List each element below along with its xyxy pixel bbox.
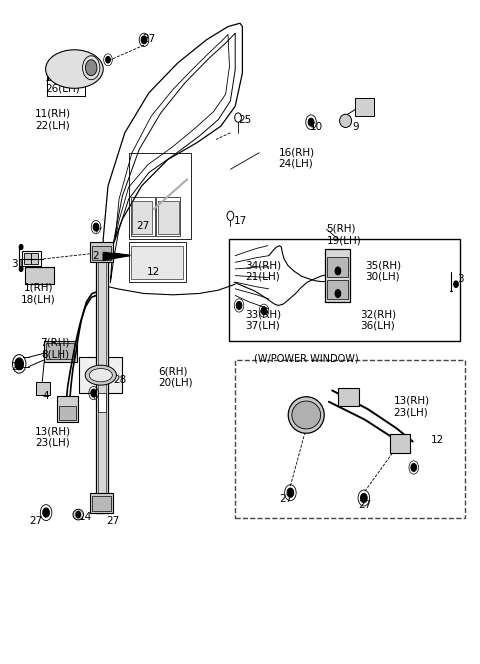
Bar xyxy=(129,242,186,282)
Circle shape xyxy=(335,290,341,297)
Bar xyxy=(92,246,111,260)
Bar xyxy=(131,197,155,236)
Bar xyxy=(47,63,86,74)
Text: 25: 25 xyxy=(238,114,252,125)
Bar xyxy=(325,249,350,302)
Text: 32(RH)
36(LH): 32(RH) 36(LH) xyxy=(360,309,396,331)
Text: 11(RH)
22(LH): 11(RH) 22(LH) xyxy=(35,109,71,130)
Bar xyxy=(57,396,78,422)
Bar xyxy=(44,341,77,362)
Bar xyxy=(158,201,179,234)
Bar xyxy=(327,257,348,277)
Circle shape xyxy=(91,389,96,397)
Text: (W/POWER WINDOW): (W/POWER WINDOW) xyxy=(254,353,359,364)
Circle shape xyxy=(360,493,367,503)
Bar xyxy=(355,98,374,116)
Circle shape xyxy=(93,223,99,231)
Bar xyxy=(31,253,38,264)
Bar xyxy=(60,343,74,359)
Text: 3: 3 xyxy=(457,274,464,284)
Bar xyxy=(22,251,41,266)
Bar xyxy=(25,267,54,284)
Text: 27: 27 xyxy=(142,33,156,44)
Ellipse shape xyxy=(85,365,117,385)
Text: 33(RH)
37(LH): 33(RH) 37(LH) xyxy=(245,309,281,331)
Ellipse shape xyxy=(89,369,112,382)
Text: 13(RH)
23(LH): 13(RH) 23(LH) xyxy=(394,396,430,417)
Bar xyxy=(98,253,106,510)
Circle shape xyxy=(19,244,23,250)
Circle shape xyxy=(43,508,49,517)
Text: 2: 2 xyxy=(93,250,99,261)
Circle shape xyxy=(76,511,81,518)
Ellipse shape xyxy=(288,396,324,433)
Ellipse shape xyxy=(46,50,103,88)
Circle shape xyxy=(85,60,97,76)
Bar xyxy=(131,246,183,279)
Bar xyxy=(96,250,108,513)
Bar xyxy=(90,493,113,513)
Text: 27: 27 xyxy=(106,516,120,527)
Bar xyxy=(79,357,122,393)
Text: 16(RH)
24(LH): 16(RH) 24(LH) xyxy=(278,147,314,169)
Bar xyxy=(46,343,60,359)
Text: 1(RH)
18(LH): 1(RH) 18(LH) xyxy=(21,283,56,304)
Bar xyxy=(390,434,410,453)
Circle shape xyxy=(261,307,267,315)
Bar xyxy=(132,201,152,234)
Circle shape xyxy=(141,36,147,44)
Circle shape xyxy=(335,267,341,275)
Circle shape xyxy=(236,301,242,309)
Bar xyxy=(98,393,106,412)
Circle shape xyxy=(15,358,24,370)
Circle shape xyxy=(106,56,110,63)
Polygon shape xyxy=(103,252,130,260)
Bar xyxy=(129,153,191,239)
Text: 13(RH)
23(LH): 13(RH) 23(LH) xyxy=(35,426,71,448)
Text: 17: 17 xyxy=(233,216,247,226)
Text: 34(RH)
21(LH): 34(RH) 21(LH) xyxy=(245,260,281,282)
Text: 12: 12 xyxy=(431,434,444,445)
Text: 27: 27 xyxy=(136,220,150,231)
Circle shape xyxy=(19,266,23,272)
Text: 15(RH)
26(LH): 15(RH) 26(LH) xyxy=(44,72,81,94)
Text: 9: 9 xyxy=(352,122,359,133)
Circle shape xyxy=(287,488,294,497)
Text: 28: 28 xyxy=(113,374,127,385)
Bar xyxy=(92,496,111,511)
Circle shape xyxy=(308,118,314,126)
Text: 5(RH)
19(LH): 5(RH) 19(LH) xyxy=(326,224,361,245)
Text: 7(RH)
8(LH): 7(RH) 8(LH) xyxy=(40,338,70,359)
Text: 12: 12 xyxy=(146,267,160,278)
Bar xyxy=(36,382,50,395)
Bar xyxy=(90,242,113,262)
Ellipse shape xyxy=(73,509,84,520)
Circle shape xyxy=(411,463,417,471)
Text: 10: 10 xyxy=(310,122,324,133)
Circle shape xyxy=(454,281,458,288)
Text: 27: 27 xyxy=(279,494,292,505)
Bar xyxy=(327,280,348,299)
Bar xyxy=(338,388,359,406)
Ellipse shape xyxy=(292,401,321,429)
Bar xyxy=(59,406,76,420)
Bar xyxy=(235,360,465,518)
Text: 31: 31 xyxy=(11,258,24,269)
Text: 6(RH)
20(LH): 6(RH) 20(LH) xyxy=(158,367,193,388)
Text: 14: 14 xyxy=(79,511,93,522)
Text: 29: 29 xyxy=(11,361,24,372)
Text: 27: 27 xyxy=(358,499,372,510)
Text: 35(RH)
30(LH): 35(RH) 30(LH) xyxy=(365,260,401,282)
Bar xyxy=(156,197,180,236)
Text: 27: 27 xyxy=(29,516,43,527)
Text: 4: 4 xyxy=(42,391,49,402)
Bar xyxy=(24,253,31,264)
Bar xyxy=(229,239,460,341)
Ellipse shape xyxy=(339,114,351,127)
